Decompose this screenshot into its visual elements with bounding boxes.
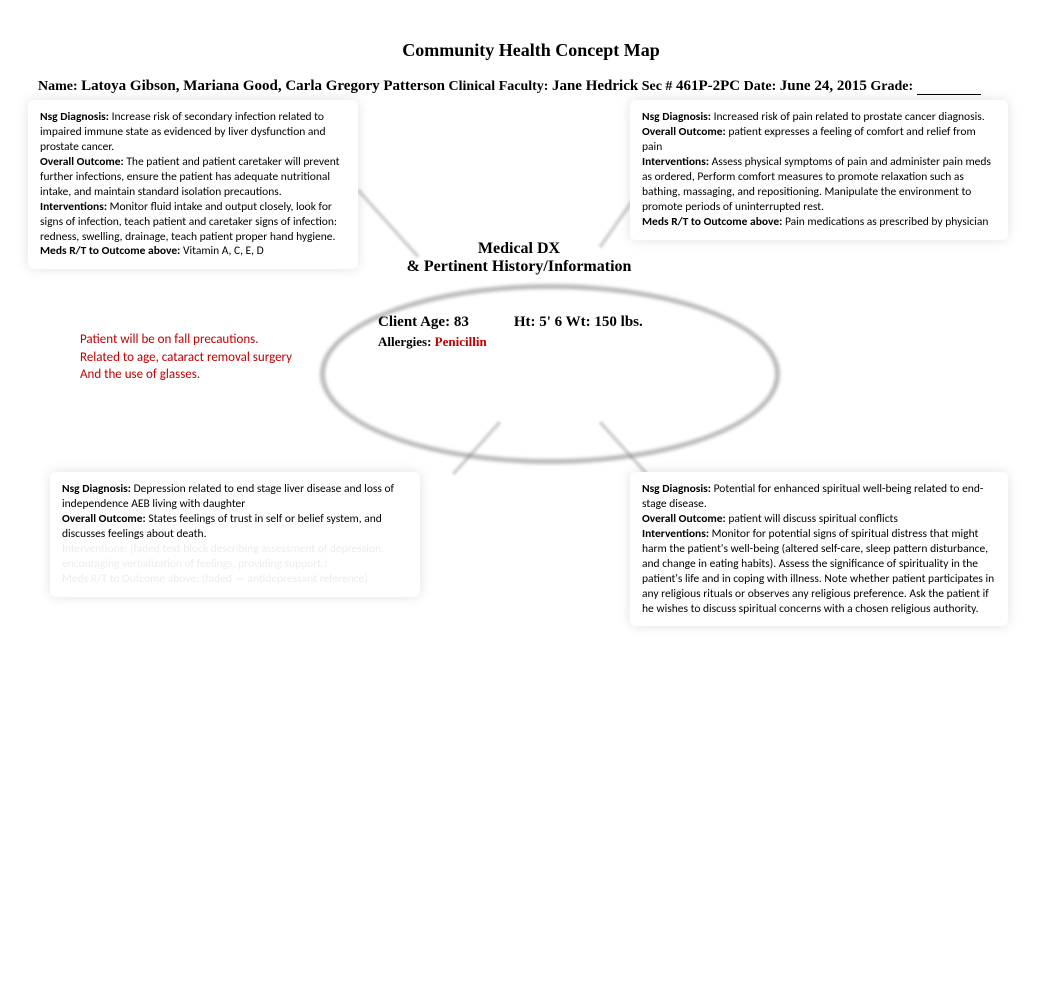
center-heading-line2: & Pertinent History/Information: [404, 258, 634, 276]
meds-text: Vitamin A, C, E, D: [183, 244, 264, 258]
center-heading-line1: Medical DX: [404, 240, 634, 258]
ht-label: Ht:: [514, 314, 536, 330]
name-label: Name:: [38, 79, 78, 94]
meds-faded: Meds R/T to Outcome above: (faded — anti…: [62, 572, 368, 586]
diagnosis-box-bottom-right: Nsg Diagnosis: Potential for enhanced sp…: [630, 472, 1008, 626]
faculty-value: Jane Hedrick: [552, 78, 638, 94]
page-title: Community Health Concept Map: [0, 40, 1062, 61]
meds-label: Meds R/T to Outcome above:: [40, 244, 180, 258]
diagnosis-box-top-right: Nsg Diagnosis: Increased risk of pain re…: [630, 100, 1008, 240]
sec-label: Sec #: [642, 79, 673, 94]
center-heading: Medical DX & Pertinent History/Informati…: [404, 240, 634, 276]
fall-line1: Patient will be on fall precautions.: [80, 331, 292, 349]
client-info-line: Client Age: 83 Ht: 5' 6 Wt: 150 lbs.: [378, 314, 643, 331]
wt-label: Wt:: [566, 314, 591, 330]
outcome-label: Overall Outcome:: [642, 125, 726, 139]
diagnosis-box-top-left: Nsg Diagnosis: Increase risk of secondar…: [28, 100, 358, 269]
dx-label: Nsg Diagnosis:: [40, 110, 109, 124]
allergies-value: Penicillin: [435, 334, 487, 349]
fall-line3: And the use of glasses.: [80, 366, 292, 384]
interv-label: Interventions:: [642, 155, 709, 169]
grade-blank: [917, 83, 981, 95]
fall-line2: Related to age, cataract removal surgery: [80, 349, 292, 367]
dx-label: Nsg Diagnosis:: [62, 482, 131, 496]
outcome-label: Overall Outcome:: [642, 512, 726, 526]
dx-label: Nsg Diagnosis:: [642, 110, 711, 124]
allergy-line: Allergies: Penicillin: [378, 334, 487, 350]
header-line: Name: Latoya Gibson, Mariana Good, Carla…: [38, 78, 981, 95]
grade-label: Grade:: [870, 79, 913, 94]
outcome-label: Overall Outcome:: [62, 512, 146, 526]
meds-text: Pain medications as prescribed by physic…: [785, 215, 988, 229]
diagnosis-box-bottom-left: Nsg Diagnosis: Depression related to end…: [50, 472, 420, 597]
center-ellipse: [320, 284, 780, 464]
sec-value: 461P-2PC: [676, 78, 740, 94]
dx-label: Nsg Diagnosis:: [642, 482, 711, 496]
dx-text: Increased risk of pain related to prosta…: [714, 110, 985, 124]
interv-label: Interventions:: [40, 200, 107, 214]
wt-value: 150 lbs.: [594, 314, 642, 330]
interv-faded: Interventions: (faded text block describ…: [62, 542, 384, 571]
name-value: Latoya Gibson, Mariana Good, Carla Grego…: [81, 78, 445, 94]
fall-precautions-note: Patient will be on fall precautions. Rel…: [80, 331, 292, 384]
client-age-label: Client Age:: [378, 314, 450, 330]
faculty-label: Clinical Faculty:: [449, 79, 549, 94]
date-label: Date:: [744, 79, 777, 94]
outcome-text: patient will discuss spiritual conflicts: [728, 512, 898, 526]
ht-value: 5' 6: [539, 314, 562, 330]
meds-label: Meds R/T to Outcome above:: [642, 215, 782, 229]
allergies-label: Allergies:: [378, 334, 431, 349]
outcome-label: Overall Outcome:: [40, 155, 124, 169]
date-value: June 24, 2015: [780, 78, 867, 94]
interv-label: Interventions:: [642, 527, 709, 541]
client-age: 83: [454, 314, 469, 330]
